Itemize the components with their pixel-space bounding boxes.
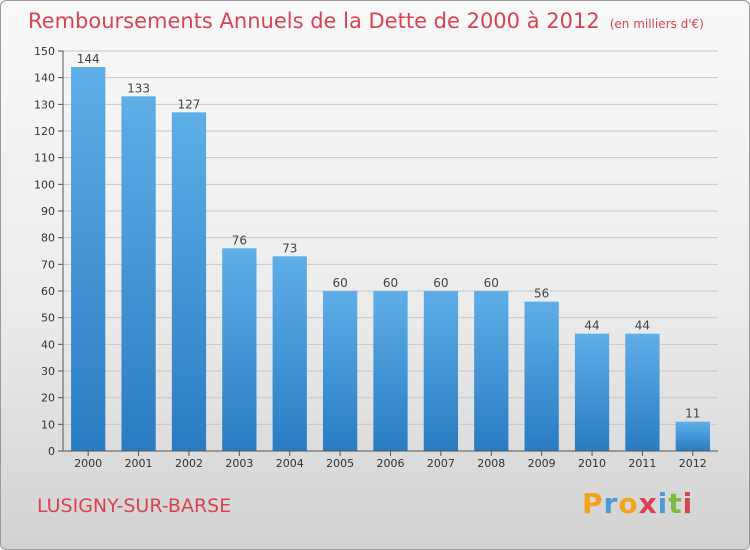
- y-tick-label: 120: [34, 125, 55, 138]
- bar: [524, 301, 559, 451]
- bar: [574, 333, 610, 451]
- logo-letter: i: [682, 487, 694, 520]
- y-tick-label: 20: [41, 392, 55, 405]
- y-tick-label: 150: [34, 45, 55, 58]
- bar: [71, 67, 106, 451]
- bar-value-label: 73: [282, 241, 297, 255]
- bar-value-label: 133: [127, 81, 150, 95]
- chart-unit-text: (en milliers d'€): [609, 17, 704, 31]
- bar-value-label: 44: [584, 319, 599, 333]
- x-tick-label: 2001: [125, 457, 153, 470]
- y-tick-label: 10: [41, 418, 55, 431]
- y-tick-label: 140: [34, 72, 55, 85]
- y-tick-label: 110: [34, 152, 55, 165]
- bar-value-label: 76: [232, 233, 247, 247]
- x-tick-label: 2006: [377, 457, 405, 470]
- x-tick-label: 2000: [74, 457, 102, 470]
- bar: [675, 421, 710, 451]
- bar: [322, 291, 358, 451]
- bar: [423, 291, 459, 451]
- place-name: LUSIGNY-SUR-BARSE: [37, 495, 232, 517]
- x-tick-label: 2002: [175, 457, 203, 470]
- y-tick-label: 0: [48, 445, 55, 458]
- proxiti-logo: Proxiti: [582, 487, 693, 520]
- bar-value-label: 60: [332, 276, 347, 290]
- logo-letter: t: [668, 487, 683, 520]
- logo-letter: r: [603, 487, 619, 520]
- x-tick-label: 2004: [276, 457, 304, 470]
- bar-value-label: 60: [433, 276, 448, 290]
- bar-value-label: 60: [383, 276, 398, 290]
- bar: [272, 256, 307, 451]
- bar-value-label: 144: [77, 52, 100, 66]
- bar-value-label: 11: [685, 407, 700, 421]
- bar: [474, 291, 509, 451]
- bar-value-label: 127: [178, 97, 201, 111]
- y-tick-label: 90: [41, 205, 55, 218]
- x-axis: 2000 2001 2002 2003 2004 2005 2006 2007 2008 2009…: [63, 450, 718, 470]
- bar: [373, 291, 408, 451]
- x-tick-label: 2003: [225, 457, 253, 470]
- logo-letter: P: [582, 487, 604, 520]
- x-tick-label: 2007: [427, 457, 455, 470]
- bar: [171, 112, 207, 451]
- y-tick-label: 40: [41, 338, 55, 351]
- logo-letter: o: [618, 487, 639, 520]
- x-tick-label: 2012: [679, 457, 707, 470]
- bar: [121, 96, 156, 451]
- bar: [625, 333, 660, 451]
- logo-letter: i: [657, 487, 669, 520]
- x-tick-label: 2008: [477, 457, 505, 470]
- y-tick-label: 100: [34, 178, 55, 191]
- bars-group: 144 133 127 76 73 60 60 60 60 56 44 44 11: [71, 52, 710, 451]
- x-tick-label: 2009: [528, 457, 556, 470]
- y-tick-label: 130: [34, 98, 55, 111]
- x-tick-label: 2005: [326, 457, 354, 470]
- chart-title-text: Remboursements Annuels de la Dette de 20…: [28, 9, 600, 33]
- y-tick-label: 60: [41, 285, 55, 298]
- y-tick-label: 80: [41, 232, 55, 245]
- y-tick-label: 30: [41, 365, 55, 378]
- x-tick-label: 2010: [578, 457, 606, 470]
- bar-value-label: 56: [534, 287, 549, 301]
- x-tick-label: 2011: [628, 457, 656, 470]
- logo-letter: x: [638, 487, 658, 520]
- y-tick-label: 50: [41, 312, 55, 325]
- y-tick-label: 70: [41, 258, 55, 271]
- bar-value-label: 60: [484, 276, 499, 290]
- bar: [222, 248, 257, 451]
- chart-title: Remboursements Annuels de la Dette de 20…: [28, 9, 704, 33]
- y-axis: 0 10 20 30 40 50 60 70 80 90 100 110 120 130 140 150: [34, 45, 64, 458]
- bar-value-label: 44: [635, 319, 650, 333]
